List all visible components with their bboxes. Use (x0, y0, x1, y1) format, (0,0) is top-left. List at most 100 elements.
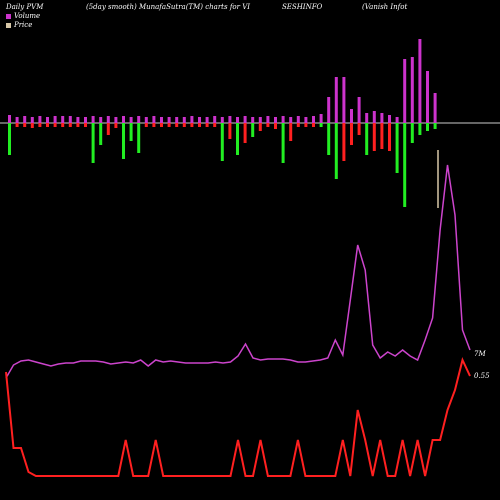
volume-bar-down (68, 123, 72, 127)
volume-bar-up (182, 117, 186, 123)
volume-bar-up (23, 116, 27, 123)
legend-swatch-price (6, 22, 11, 28)
volume-bar-up (350, 109, 353, 123)
volume-bar-up (198, 117, 201, 123)
chart-subtitle: (5day smooth) MunafaSutra(TM) charts for… (86, 3, 251, 11)
volume-bar-up (175, 117, 179, 123)
volume-bar-up (137, 116, 141, 123)
volume-bar-down (327, 123, 331, 155)
volume-bar-down (380, 123, 384, 149)
right-label-upper: 7M (474, 350, 486, 358)
volume-bar-up (190, 116, 194, 123)
volume-bar-up (8, 115, 11, 123)
right-label-lower: 0.55 (474, 372, 490, 380)
volume-bar-up (433, 93, 437, 123)
volume-bar-down (106, 123, 110, 135)
volume-bar-up (84, 117, 87, 123)
volume-bar-up (304, 117, 308, 123)
volume-bar-down (220, 123, 224, 161)
volume-bar-up (220, 117, 224, 123)
legend-swatch-volume (6, 13, 11, 19)
volume-bar-down (281, 123, 285, 163)
volume-bar-up (30, 117, 34, 123)
volume-bar-up (403, 59, 407, 123)
volume-bar-up (296, 116, 300, 123)
volume-bar-down (76, 123, 80, 127)
volume-bar-down (372, 123, 376, 151)
volume-bar-up (266, 116, 270, 123)
volume-bar-down (296, 123, 300, 127)
volume-bar-down (38, 123, 42, 127)
volume-bar-down (426, 123, 429, 131)
volume-bar-up (213, 116, 217, 123)
volume-bar-up (319, 114, 323, 123)
volume-bar-down (388, 123, 391, 151)
volume-bar-up (274, 117, 277, 123)
volume-bar-up (152, 116, 156, 123)
volume-bar-up (357, 97, 361, 123)
volume-bar-down (312, 123, 315, 127)
volume-bar-down (137, 123, 141, 153)
volume-bar-up (144, 117, 148, 123)
volume-bar-up (61, 116, 65, 123)
volume-bar-down (418, 123, 422, 135)
volume-bar-up (99, 117, 103, 123)
volume-bar-down (99, 123, 103, 145)
volume-bar-down (410, 123, 414, 143)
volume-bar-down (350, 123, 353, 145)
volume-bar-up (258, 117, 262, 123)
company-label: (Vanish Infot (362, 3, 408, 11)
volume-bar-down (190, 123, 194, 127)
price-line (5, 357, 471, 477)
symbol-label: SESHINFO (282, 3, 323, 11)
volume-bar-down (228, 123, 232, 139)
volume-bar-up (289, 117, 293, 123)
volume-bar-up (236, 117, 239, 123)
volume-bar-down (243, 123, 247, 143)
volume-bar-down (114, 123, 118, 128)
chart-title: Daily PVM (6, 3, 44, 11)
volume-bar-down (319, 123, 323, 127)
legend-label-price: Price (14, 21, 33, 29)
volume-bar-up (167, 117, 171, 123)
volume-bar-up (106, 116, 110, 123)
pvm-line (5, 164, 471, 379)
volume-bar-down (403, 123, 407, 207)
volume-bar-down (167, 123, 171, 127)
volume-bar-up (91, 116, 95, 123)
volume-bar-down (91, 123, 95, 163)
volume-bar-up (205, 117, 209, 123)
volume-bar-down (152, 123, 156, 127)
volume-bar-down (84, 123, 87, 127)
volume-bar-down (357, 123, 361, 135)
volume-bar-down (53, 123, 57, 127)
volume-bar-down (122, 123, 125, 159)
volume-bar-up (15, 117, 19, 123)
volume-bar-up (281, 116, 285, 123)
volume-bar-down (213, 123, 217, 127)
volume-bar-down (129, 123, 133, 141)
volume-bar-down (15, 123, 19, 127)
volume-bar-up (342, 77, 346, 123)
volume-bar-up (122, 116, 125, 123)
volume-bar-down (342, 123, 346, 161)
volume-bars (8, 39, 439, 208)
volume-bar-down (175, 123, 179, 127)
volume-bar-up (395, 117, 399, 123)
volume-bar-up (76, 117, 80, 123)
legend-price: Price (6, 21, 32, 29)
volume-bar-up (68, 116, 72, 123)
volume-bar-down (30, 123, 34, 128)
volume-bar-up (114, 117, 118, 123)
volume-bar-down (61, 123, 65, 127)
volume-bar-up (418, 39, 422, 123)
volume-bar-down (334, 123, 338, 179)
volume-bar-up (243, 116, 247, 123)
volume-bar-up (129, 117, 133, 123)
volume-bar-up (312, 116, 315, 123)
volume-bar-down (258, 123, 262, 131)
volume-bar-up (228, 116, 232, 123)
volume-bar-down (8, 123, 11, 155)
